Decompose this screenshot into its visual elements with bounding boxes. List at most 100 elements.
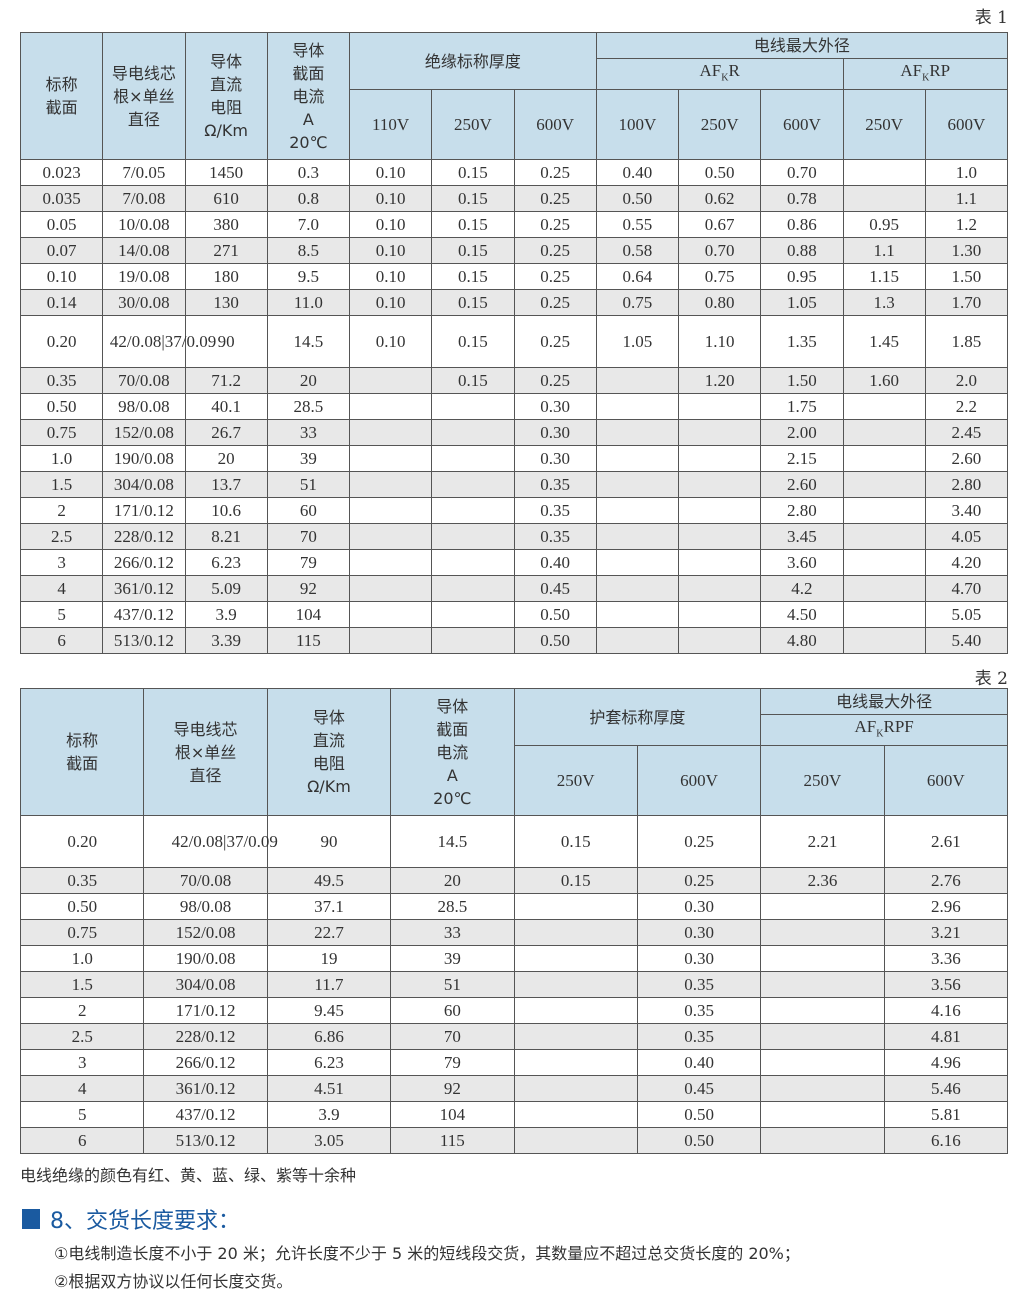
table-cell: 6.23 (184, 549, 268, 577)
table-row: 6 513/0.12 3.39 115 0.50 4.80 5.40 (19, 627, 1009, 655)
table-cell: 3.40 (924, 497, 1009, 525)
table-cell: 3.9 (184, 601, 268, 629)
header-voltage: 110V (348, 89, 433, 161)
table-cell: 1.05 (595, 315, 680, 369)
table-cell: 6 (19, 1127, 145, 1155)
table-cell (760, 997, 885, 1025)
table-row: 0.50 98/0.08 40.1 28.5 0.30 1.75 2.2 (19, 393, 1009, 421)
table-cell: 1.70 (924, 289, 1009, 317)
header-voltage: 600V (924, 89, 1009, 161)
table-cell: 60 (390, 997, 515, 1025)
table-cell: 5.05 (924, 601, 1009, 629)
table-cell: 0.25 (513, 367, 597, 395)
table-cell: 0.75 (19, 419, 104, 447)
table-cell: 19 (266, 945, 392, 973)
table-cell: 0.50 (595, 185, 680, 213)
table-cell (513, 919, 638, 947)
table-cell (513, 971, 638, 999)
table-cell (595, 367, 680, 395)
section-8-item: ②根据双方协议以任何长度交货。 (54, 1272, 293, 1291)
table-cell: 4.70 (924, 575, 1009, 603)
table-cell: 1.5 (19, 971, 145, 999)
table-cell: 0.8 (266, 185, 351, 213)
table-cell: 190/0.08 (143, 945, 268, 973)
table-cell: 1.0 (19, 945, 145, 973)
table-cell: 3.45 (760, 523, 844, 551)
table-cell: 3.9 (266, 1101, 392, 1129)
table-cell (677, 445, 762, 473)
table-cell: 361/0.12 (102, 575, 186, 603)
header-resistance: 导体 直流 电阻 Ω/Km (266, 687, 392, 817)
table-cell (842, 497, 926, 525)
header-nominal-section-text: 标称截面 (66, 731, 99, 774)
table-cell: 0.50 (513, 627, 597, 655)
table-cell: 8.5 (266, 237, 351, 265)
table-row: 0.75 152/0.08 22.7 33 0.30 3.21 (19, 919, 1009, 947)
table-cell: 130 (184, 289, 268, 317)
table-row: 0.50 98/0.08 37.1 28.5 0.30 2.96 (19, 893, 1009, 921)
table-cell: 1.85 (924, 315, 1009, 369)
table-cell: 70 (266, 523, 351, 551)
table-cell: 9.5 (266, 263, 351, 291)
table-cell: 1.1 (842, 237, 926, 265)
table-row: 3 266/0.12 6.23 79 0.40 4.96 (19, 1049, 1009, 1077)
table-cell: 3.56 (883, 971, 1009, 999)
table-cell: 37.1 (266, 893, 392, 921)
table-cell: 0.40 (595, 159, 680, 187)
table-cell: 10/0.08 (102, 211, 186, 239)
table-cell: 1.0 (924, 159, 1009, 187)
table-cell: 0.88 (760, 237, 844, 265)
table-cell: 2.0 (924, 367, 1009, 395)
table-cell (513, 1049, 638, 1077)
table-cell (760, 945, 885, 973)
table-cell: 228/0.12 (102, 523, 186, 551)
table-cell: 0.30 (513, 393, 597, 421)
table-cell: 0.30 (513, 445, 597, 473)
table-cell (513, 997, 638, 1025)
table-cell: 0.25 (636, 815, 762, 869)
table-cell: 0.15 (513, 867, 638, 895)
table-row: 0.75 152/0.08 26.7 33 0.30 2.00 2.45 (19, 419, 1009, 447)
table-cell: 2.80 (924, 471, 1009, 499)
table-cell (760, 1075, 885, 1103)
table-row: 0.35 70/0.08 71.2 20 0.15 0.25 1.20 1.50 1.60 2.0 (19, 367, 1009, 395)
table-cell (431, 627, 515, 655)
table-cell: 26.7 (184, 419, 268, 447)
table-cell: 1.75 (760, 393, 844, 421)
table-cell: 0.25 (513, 237, 597, 265)
table-cell (431, 393, 515, 421)
table-cell: 3 (19, 549, 104, 577)
table-cell (595, 497, 680, 525)
table-cell: 0.95 (760, 263, 844, 291)
square-bullet-icon (22, 1209, 40, 1229)
table-cell: 40.1 (184, 393, 268, 421)
header-current: 导体 截面 电流 A 20℃ (390, 687, 515, 817)
table-row: 2.5 228/0.12 8.21 70 0.35 3.45 4.05 (19, 523, 1009, 551)
table-cell: 6 (19, 627, 104, 655)
table-cell: 0.50 (19, 393, 104, 421)
table-cell: 3.60 (760, 549, 844, 577)
table-cell: 2.76 (883, 867, 1009, 895)
table-cell (760, 971, 885, 999)
table-cell: 14.5 (266, 315, 351, 369)
table-cell: 90 (266, 815, 392, 869)
table-cell (760, 1127, 885, 1155)
header-voltage: 250V (677, 89, 762, 161)
table-cell (348, 445, 433, 473)
table-cell: 610 (184, 185, 268, 213)
table-cell (677, 523, 762, 551)
table-cell: 2.61 (883, 815, 1009, 869)
table1-label: 表 1 (974, 8, 1008, 28)
table-cell (760, 893, 885, 921)
table-cell (677, 419, 762, 447)
table-cell: 0.25 (513, 211, 597, 239)
table-cell: 0.25 (513, 263, 597, 291)
table-cell: 5.40 (924, 627, 1009, 655)
table-cell: 4.16 (883, 997, 1009, 1025)
section-8-item: ①电线制造长度不小于 20 米；允许长度不少于 5 米的短线段交货，其数量应不超… (54, 1244, 800, 1263)
table-cell: 2.96 (883, 893, 1009, 921)
header-voltage: 250V (760, 745, 885, 817)
table-cell: 0.07 (19, 237, 104, 265)
table-cell (760, 1049, 885, 1077)
table-cell: 0.40 (513, 549, 597, 577)
